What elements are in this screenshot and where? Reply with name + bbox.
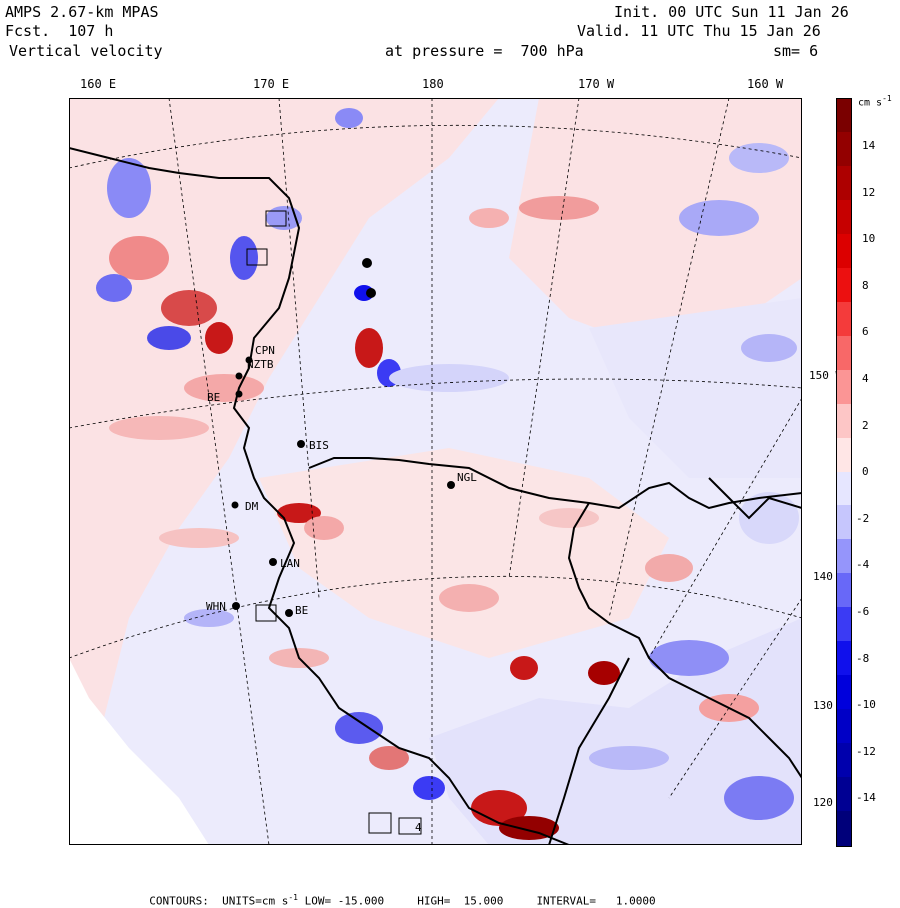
map-frame [69,98,802,845]
colorbar-swatch [836,471,852,507]
colorbar-swatch [836,267,852,303]
footer-low: LOW= -15.000 [304,894,385,908]
station-label-bis: BIS [309,439,329,452]
colorbar-swatch [836,641,852,676]
footer-high: HIGH= 15.000 [417,894,504,908]
field-name: Vertical velocity [9,42,163,60]
grid-boxes [246,210,422,835]
colorbar-swatch [836,199,852,235]
colorbar-tick-label: 8 [862,278,869,292]
positive-region-west [69,98,499,798]
blank-region-sw [69,658,209,845]
lon-label-160w: 160 W [747,77,784,91]
pressure-level: at pressure = 700 hPa [385,42,584,60]
contour-info: CONTOURS: UNITS=cm s-1 LOW= -15.000 HIGH… [149,893,656,908]
station-label-cpn: CPN [255,344,275,357]
colorbar-tick-label: 2 [862,418,869,432]
colorbar-tick-label: 12 [862,185,876,199]
station-markers [231,258,455,617]
station-label-ngl: NGL [457,471,477,484]
colorbar-swatch [836,811,852,847]
graticule [69,98,802,845]
station-label-whn: WHN [206,600,226,613]
colorbar-tick-label: 0 [862,465,869,479]
colorbar-tick-label: -2 [856,511,870,525]
positive-region-north [509,98,802,348]
colorbar-swatch [836,539,852,574]
colorbar-tick-label: -6 [856,605,870,618]
footer-interval: INTERVAL= 1.0000 [536,894,656,908]
station-label-lan: LAN [280,557,300,570]
station-label-be-south: BE [295,604,308,617]
colorbar-swatch [836,131,852,167]
footer-contours: CONTOURS: [149,894,209,908]
colorbar-swatch [836,505,852,540]
smoothing: sm= 6 [773,42,819,60]
colorbar-swatch [836,301,852,337]
lat-label-150w: 150 W [808,369,844,382]
colorbar-tick-label: 6 [862,325,869,339]
colorbar-swatch [836,743,852,778]
colorbar-swatch [836,777,852,812]
station-label-be-north: BE [207,391,220,404]
colorbar-tick-label: 10 [862,232,876,246]
footer-units: UNITS=cm s [222,894,289,908]
map-panel[interactable]: CPN NZTB BE BIS NGL DM LAN WHN BE 4 [69,98,802,845]
lon-label-180: 180 [422,77,444,91]
model-title: AMPS 2.67-km MPAS [5,3,159,21]
station-label-nztb: NZTB [247,358,274,371]
colorbar-tick-label: -10 [856,698,876,712]
negative-region-se [429,618,802,845]
colorbar-swatch [836,437,852,473]
colorbar-units: cm s-1 [858,94,892,109]
colorbar-swatch [836,369,852,405]
station-label-box: 4 [415,821,422,834]
colorbar-swatch [836,98,852,134]
colorbar-swatch [836,607,852,642]
colorbar-tick-label: -8 [856,651,870,665]
colorbar-swatch [836,335,852,371]
colorbar-tick-label: -12 [856,744,876,758]
colorbar-swatch [836,233,852,269]
valid-time: Valid. 11 UTC Thu 15 Jan 26 [577,22,821,40]
colorbar-swatch [836,573,852,608]
colorbar-swatch [836,165,852,201]
init-time: Init. 00 UTC Sun 11 Jan 26 [614,3,849,21]
coastline [69,147,802,845]
forecast-hour: Fcst. 107 h [5,22,114,40]
colorbar-tick-label: -4 [856,558,870,572]
colorbar-swatch [836,675,852,710]
colorbar-tick-label: -14 [856,791,876,805]
colorbar-swatch [836,403,852,439]
lon-label-170e: 170 E [253,77,290,91]
lon-label-170w: 170 W [578,77,615,91]
station-label-dm: DM [245,500,259,513]
colorbar-tick-label: 14 [862,139,876,152]
lon-label-160e: 160 E [80,77,117,91]
colorbar-tick-label: 4 [862,372,869,385]
colorbar-swatch [836,709,852,744]
